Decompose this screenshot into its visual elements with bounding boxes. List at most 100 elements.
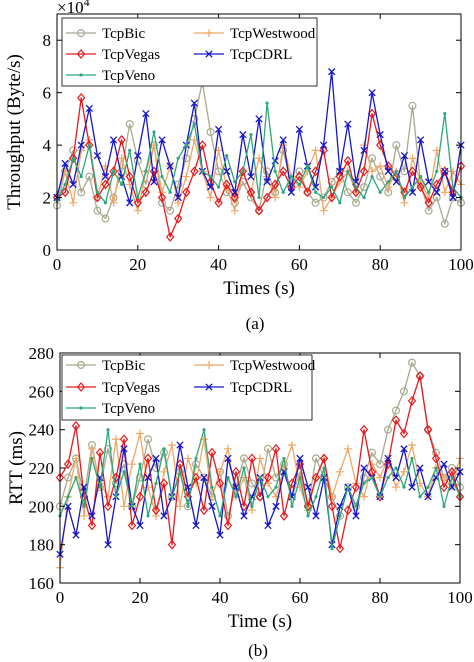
data-point xyxy=(133,206,142,215)
data-point xyxy=(103,201,108,205)
data-point xyxy=(360,473,369,482)
data-point xyxy=(191,472,201,483)
x-tick-label: 60 xyxy=(292,588,309,607)
data-point xyxy=(400,198,409,207)
data-point xyxy=(415,371,425,381)
data-point xyxy=(336,167,344,175)
data-point xyxy=(402,195,407,200)
data-point xyxy=(304,483,312,491)
data-point xyxy=(352,502,361,511)
data-point xyxy=(360,492,368,501)
data-point xyxy=(77,141,85,149)
data-point xyxy=(351,198,360,207)
data-point xyxy=(166,162,174,170)
data-point xyxy=(167,539,177,550)
y-tick-label: 180 xyxy=(29,536,55,555)
plot-frame xyxy=(56,13,462,251)
data-point xyxy=(72,454,80,463)
data-point xyxy=(176,156,180,160)
y-tick-label: 0 xyxy=(43,241,52,260)
data-point xyxy=(63,459,73,470)
data-point xyxy=(142,109,150,118)
data-point xyxy=(117,154,126,163)
data-point xyxy=(392,483,400,492)
data-point xyxy=(328,68,336,76)
data-point xyxy=(295,125,304,134)
data-point xyxy=(274,485,278,489)
y-tick-label: 2 xyxy=(43,189,52,208)
data-point xyxy=(87,143,91,147)
data-point xyxy=(450,475,454,480)
data-point xyxy=(119,460,128,469)
data-point xyxy=(184,483,192,491)
data-point xyxy=(408,101,417,110)
data-point xyxy=(432,193,441,202)
data-point xyxy=(423,424,433,435)
data-point xyxy=(192,122,196,126)
legend-marker xyxy=(205,50,213,58)
data-point xyxy=(263,178,271,186)
data-point xyxy=(407,395,417,406)
data-point xyxy=(125,120,134,129)
data-point xyxy=(263,472,273,483)
data-point xyxy=(95,190,99,194)
data-point xyxy=(136,429,144,438)
data-point xyxy=(85,104,93,113)
data-point xyxy=(120,502,128,511)
data-point xyxy=(101,214,110,223)
data-point xyxy=(154,481,158,485)
data-point xyxy=(328,492,336,501)
data-point xyxy=(330,185,334,189)
data-point xyxy=(281,190,285,194)
data-point xyxy=(255,154,263,163)
data-point xyxy=(114,495,118,499)
data-point xyxy=(362,481,366,485)
data-point xyxy=(271,193,280,202)
data-point xyxy=(206,183,215,191)
data-point xyxy=(186,504,190,508)
data-point xyxy=(346,169,350,173)
data-point xyxy=(306,514,310,518)
data-point xyxy=(72,531,80,539)
data-point xyxy=(410,456,414,461)
data-point xyxy=(127,520,137,531)
caption-b: (b) xyxy=(248,641,268,660)
data-point xyxy=(106,428,110,432)
data-point xyxy=(202,428,206,432)
data-point xyxy=(218,514,222,518)
data-point xyxy=(408,166,417,177)
data-point xyxy=(242,466,246,470)
data-point xyxy=(68,153,78,164)
data-point xyxy=(247,172,255,181)
data-point xyxy=(151,505,161,516)
data-point xyxy=(126,199,134,207)
x-tick-label: 40 xyxy=(212,588,229,607)
data-point xyxy=(101,179,110,190)
data-point xyxy=(168,441,176,449)
data-point xyxy=(224,444,232,453)
data-point xyxy=(391,415,401,426)
data-point xyxy=(359,166,369,177)
legend-marker xyxy=(76,361,85,370)
data-point xyxy=(206,128,215,137)
data-point xyxy=(344,444,352,453)
data-point xyxy=(440,188,449,197)
data-point xyxy=(217,185,221,189)
data-point xyxy=(190,166,199,177)
data-point xyxy=(231,188,239,196)
y-tick-label: 240 xyxy=(29,421,55,440)
data-point xyxy=(122,470,126,474)
data-point xyxy=(298,475,302,480)
data-point xyxy=(214,125,223,134)
data-point xyxy=(322,195,326,200)
legend-marker xyxy=(79,406,83,410)
data-point xyxy=(166,206,175,215)
data-point xyxy=(262,192,272,203)
data-point xyxy=(376,162,385,171)
data-point xyxy=(111,169,116,173)
x-tick-label: 40 xyxy=(210,255,227,274)
data-point xyxy=(360,146,368,155)
data-point xyxy=(314,495,318,499)
data-point xyxy=(449,193,457,202)
data-point xyxy=(208,502,216,510)
